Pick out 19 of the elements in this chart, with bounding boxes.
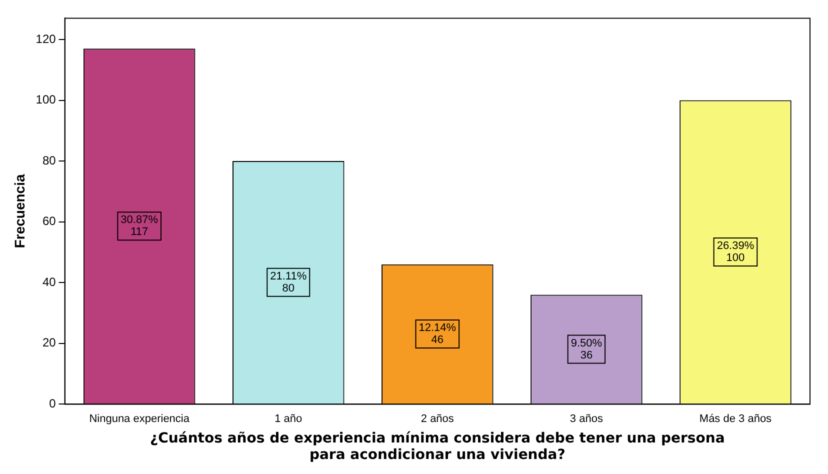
data-label: 30.87% 117 <box>120 214 158 238</box>
y-tick-label: 40 <box>42 274 56 289</box>
y-tick-label: 60 <box>42 214 56 228</box>
x-tick-label: 2 años <box>420 412 454 425</box>
y-axis-title: Frecuencia <box>11 174 28 248</box>
y-tick-label: 20 <box>42 336 56 350</box>
x-tick-label: 3 años <box>570 412 604 425</box>
x-tick-label: Más de 3 años <box>699 412 772 425</box>
x-tick-label: 1 año <box>274 412 302 425</box>
y-tick-label: 100 <box>36 92 56 107</box>
y-tick-label: 120 <box>36 32 56 46</box>
y-tick-label: 80 <box>42 153 56 168</box>
data-label: 12.14% 46 <box>418 322 456 346</box>
data-label: 9.50% 36 <box>570 337 602 362</box>
y-tick-label: 0 <box>49 396 56 411</box>
x-axis-title: ¿Cuántos años de experiencia mínima considera debe tener una persona para acondicionar una vivienda? <box>150 430 725 464</box>
x-tick-label: Ninguna experiencia <box>89 412 190 425</box>
data-label: 26.39% 100 <box>716 240 754 264</box>
data-label: 21.11% 80 <box>270 270 307 294</box>
